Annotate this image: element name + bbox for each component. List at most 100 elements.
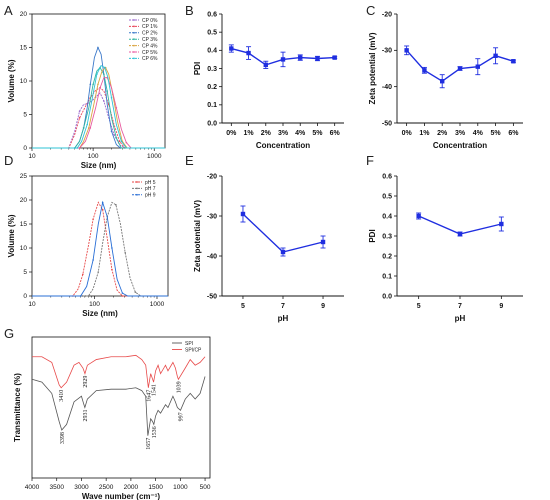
data-point xyxy=(111,268,113,271)
data-point xyxy=(99,86,101,89)
y-axis-title: Zeta potential (mV) xyxy=(368,32,377,104)
y-tick-label: -50 xyxy=(207,293,217,300)
data-point xyxy=(79,295,82,297)
x-tick-label: 5 xyxy=(241,303,245,310)
y-tick-label: 0.5 xyxy=(207,30,217,37)
x-tick-label: 2% xyxy=(437,130,448,137)
y-axis-title: PDI xyxy=(368,229,377,242)
peak-annotation: 1657 xyxy=(146,438,152,450)
chart-panel-d: 10 100 1000 0 5 10 15 20 25 Size (nm) Volume (%) pH… xyxy=(7,173,169,318)
data-point xyxy=(511,59,516,64)
y-tick-label: 5 xyxy=(23,269,27,276)
data-point xyxy=(76,147,79,149)
legend-label: pH 9 xyxy=(145,193,156,199)
data-point xyxy=(101,201,104,204)
x-tick-label: 1500 xyxy=(148,484,163,491)
y-axis-title: Zeta potential (mV) xyxy=(193,200,202,272)
x-tick-label: 10 xyxy=(28,153,36,160)
data-point xyxy=(96,73,98,76)
y-tick-label: -20 xyxy=(207,173,217,180)
x-tick-label: 4% xyxy=(473,130,484,137)
data-point xyxy=(457,66,463,71)
x-tick-label: 500 xyxy=(200,484,211,491)
x-tick-label: 3500 xyxy=(49,484,64,491)
data-point xyxy=(92,218,94,220)
data-point xyxy=(111,247,113,249)
legend-marker xyxy=(133,19,135,21)
data-point xyxy=(298,55,303,60)
panel-letter-b: B xyxy=(185,3,194,18)
legend-label: CP 4% xyxy=(142,43,158,49)
x-axis-title: Concentration xyxy=(433,141,487,150)
series-line-cp-2- xyxy=(32,46,165,149)
peak-annotation: 1647 xyxy=(146,390,152,402)
peak-annotation: 1541 xyxy=(152,384,158,396)
y-tick-label: 0.6 xyxy=(207,11,217,18)
y-tick-label: -30 xyxy=(382,48,392,55)
legend-label: SPI/CP xyxy=(185,348,202,354)
series-line-cp-6- xyxy=(32,64,165,149)
legend-label: CP 2% xyxy=(142,31,158,37)
peak-annotation: 3398 xyxy=(60,432,66,444)
panel-letter-a: A xyxy=(4,3,13,18)
x-axis-title: pH xyxy=(455,314,466,323)
x-axis-title: Size (nm) xyxy=(81,161,117,170)
y-tick-label: 5 xyxy=(23,112,27,119)
data-point xyxy=(121,292,124,294)
data-point xyxy=(499,221,504,227)
data-point xyxy=(115,204,117,206)
y-tick-label: 20 xyxy=(20,11,28,18)
series-line-spi-cp xyxy=(32,354,206,389)
data-point xyxy=(315,56,320,61)
data-point xyxy=(97,83,99,86)
data-point xyxy=(113,133,115,136)
y-tick-label: 0.2 xyxy=(207,84,217,91)
data-point xyxy=(422,68,427,73)
panel-letter-e: E xyxy=(185,153,194,168)
legend-label: CP 5% xyxy=(142,50,158,56)
x-tick-label: 7 xyxy=(281,303,285,310)
y-tick-label: 0.5 xyxy=(382,193,392,200)
data-point xyxy=(229,46,234,51)
legend-label: pH 7 xyxy=(145,186,156,192)
x-tick-label: 5% xyxy=(491,130,502,137)
data-point xyxy=(440,79,445,84)
y-tick-label: 10 xyxy=(20,78,28,85)
series-line-cp-4- xyxy=(32,66,165,149)
data-point xyxy=(89,83,92,86)
chart-panel-e: -50 -40 -30 -20 5 7 9 pH Zeta potential (mV) xyxy=(193,173,344,323)
data-point xyxy=(332,55,337,60)
y-tick-label: 15 xyxy=(20,45,28,52)
chart-panel-c: -50 -40 -30 -20 0% 1% 2% 3% 4% 5% 6% Concentration Z… xyxy=(368,11,523,150)
y-tick-label: 0 xyxy=(23,145,27,152)
panel-letter-g: G xyxy=(4,326,14,341)
x-tick-label: 6% xyxy=(508,130,519,137)
legend-marker xyxy=(133,44,135,47)
legend-label: CP 0% xyxy=(142,18,158,24)
data-point xyxy=(246,50,251,56)
y-tick-label: 0.0 xyxy=(382,293,392,300)
data-point xyxy=(97,271,100,273)
data-point xyxy=(120,140,123,143)
x-tick-label: 1000 xyxy=(147,153,162,160)
x-tick-label: 2% xyxy=(261,130,272,137)
legend-marker xyxy=(133,57,135,60)
plot-frame xyxy=(31,175,169,297)
panel-letter-f: F xyxy=(366,153,374,168)
chart-panel-f: 0.0 0.1 0.2 0.3 0.4 0.5 0.6 5 7 9 pH PDI xyxy=(368,173,523,323)
x-tick-label: 3% xyxy=(455,130,466,137)
x-tick-label: 6% xyxy=(330,130,341,137)
series-line-ph-5 xyxy=(32,201,168,297)
legend-marker xyxy=(136,181,138,183)
series-line-ph-9 xyxy=(32,200,168,297)
x-tick-label: 4000 xyxy=(25,484,40,491)
data-point xyxy=(92,259,94,261)
y-tick-label: 0 xyxy=(23,293,27,300)
y-tick-label: 0.2 xyxy=(382,253,392,260)
x-tick-label: 3000 xyxy=(74,484,89,491)
data-point xyxy=(280,57,286,62)
peak-annotation: 997 xyxy=(178,412,184,421)
legend-marker xyxy=(133,31,135,34)
legend-marker xyxy=(133,51,135,53)
